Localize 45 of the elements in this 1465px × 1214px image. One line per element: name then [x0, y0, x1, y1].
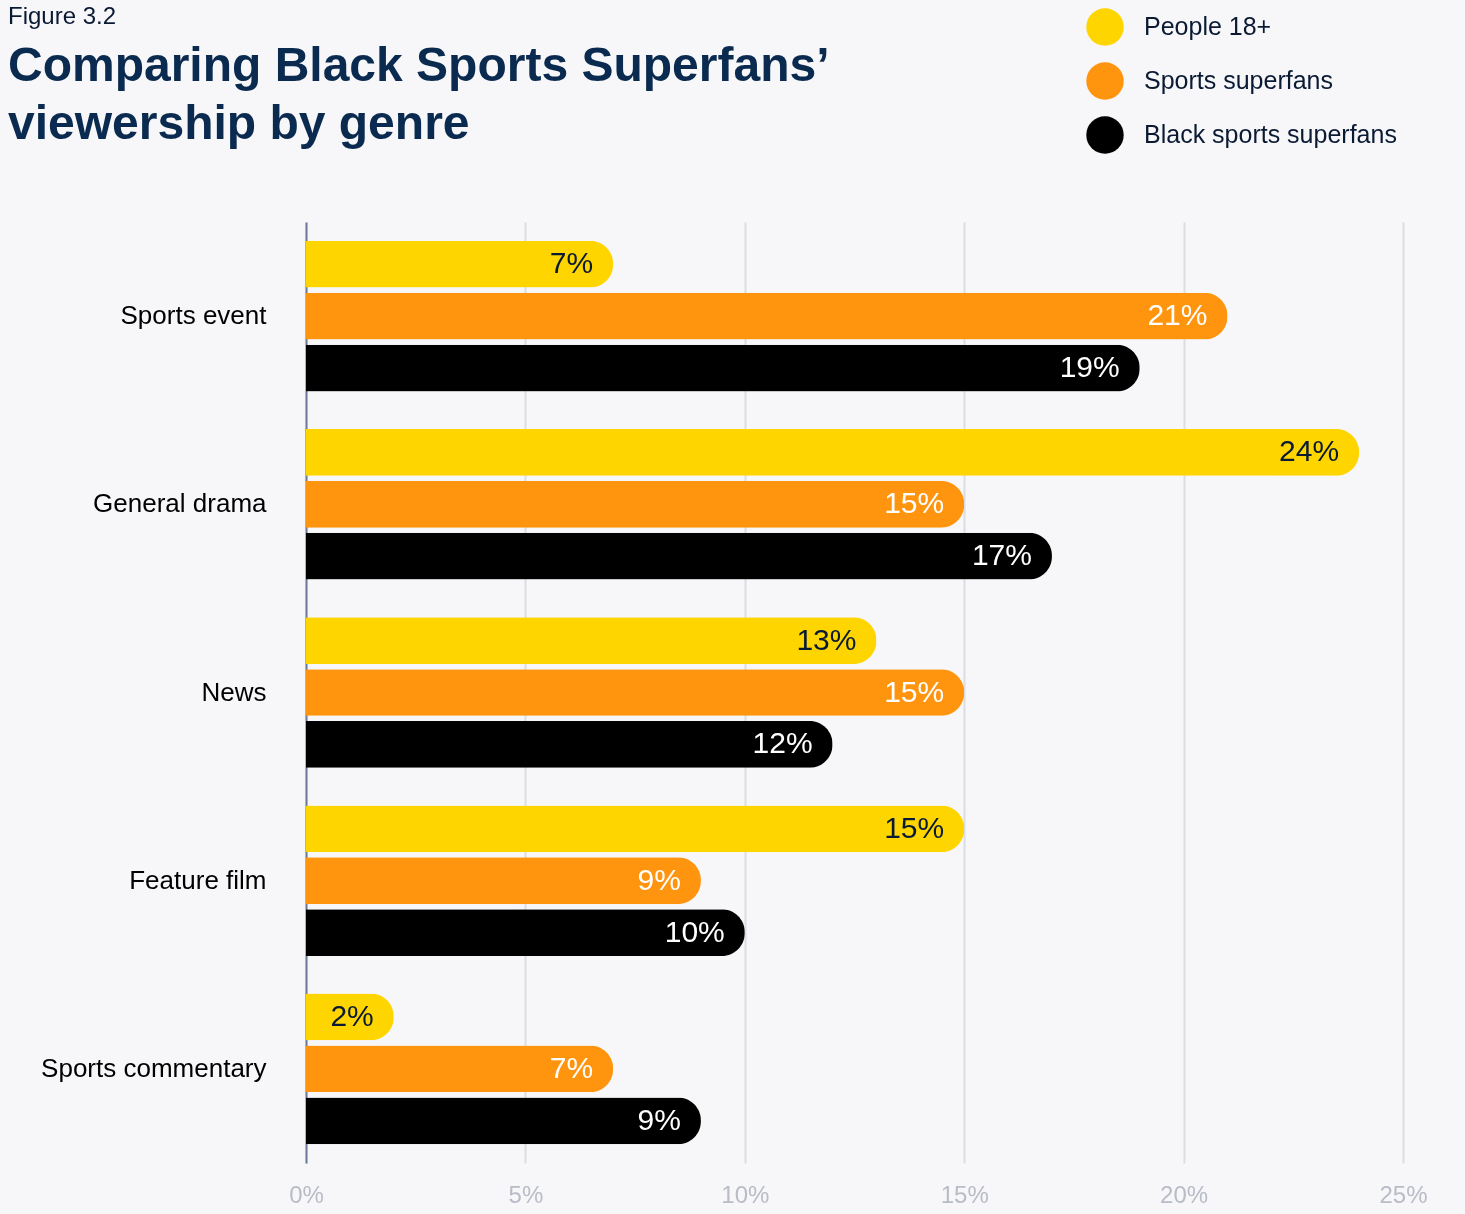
data-label: 17% [971, 538, 1032, 572]
x-tick-label: 20% [1160, 1180, 1209, 1208]
caption: Figure 3.2 [8, 2, 118, 30]
bar [306, 240, 614, 288]
bar [306, 805, 965, 853]
bar [306, 292, 1228, 340]
data-label: 15% [884, 674, 945, 708]
data-label: 24% [1279, 434, 1340, 468]
y-tick-label: Sports event [120, 300, 268, 331]
bar [306, 857, 701, 905]
data-label: 13% [796, 622, 857, 656]
data-label: 9% [637, 1102, 681, 1136]
data-label: 10% [664, 914, 725, 948]
bar [306, 532, 1052, 580]
y-tick-label: Sports commentary [41, 1052, 267, 1083]
bar [306, 1097, 701, 1145]
x-tick-label: 5% [508, 1180, 544, 1208]
data-label: 12% [752, 726, 813, 760]
data-label: 15% [884, 810, 945, 844]
x-tick-label: 25% [1379, 1180, 1428, 1208]
bar [306, 344, 1140, 392]
legend-label: Sports superfans [1144, 66, 1333, 94]
y-tick-label: General drama [93, 488, 268, 519]
bar [306, 669, 965, 716]
bar [306, 617, 877, 664]
data-label: 2% [330, 998, 374, 1032]
y-tick-label: News [201, 676, 267, 707]
x-tick-label: 0% [289, 1180, 324, 1208]
bar [306, 429, 1360, 476]
data-label: 7% [549, 246, 594, 280]
legend-label: People 18+ [1144, 12, 1272, 40]
bar [306, 909, 745, 956]
data-label: 19% [1059, 350, 1120, 384]
data-label: 21% [1147, 298, 1208, 332]
data-label: 7% [549, 1050, 594, 1084]
bar [306, 480, 965, 528]
data-label: 15% [884, 486, 945, 520]
bar [306, 1045, 614, 1093]
bar [306, 721, 833, 768]
x-tick-label: 15% [940, 1180, 989, 1208]
data-label: 9% [637, 862, 681, 896]
chart-title: Comparing Black Sports Superfans’ viewership by genre [8, 37, 828, 151]
legend-label: Black sports superfans [1144, 120, 1397, 148]
y-tick-label: Feature film [129, 864, 267, 895]
x-tick-label: 10% [721, 1180, 770, 1208]
